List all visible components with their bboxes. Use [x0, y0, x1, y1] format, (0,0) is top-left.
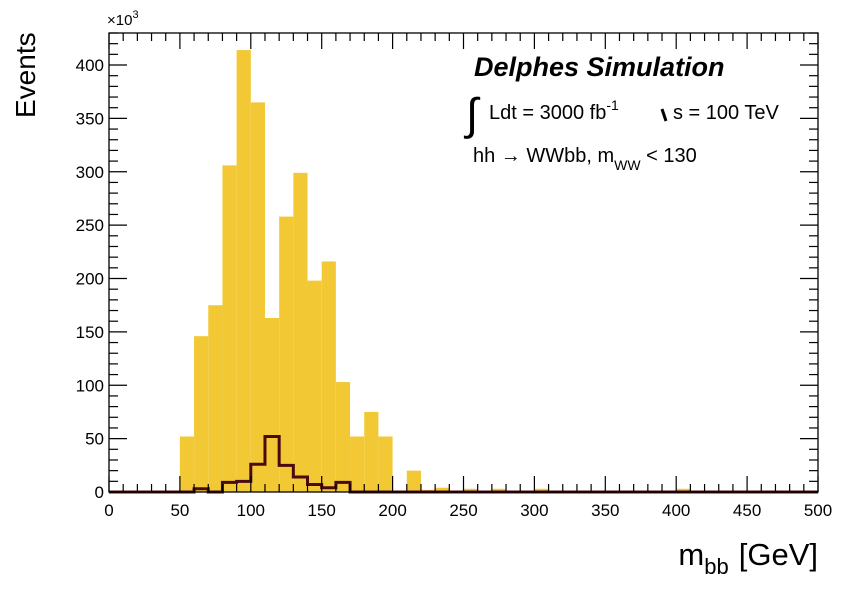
x-tick-label: 450: [733, 501, 761, 520]
histogram-bar: [208, 305, 223, 492]
histogram-bar: [491, 488, 507, 492]
y-tick-label: 300: [76, 163, 104, 182]
histogram-bar: [350, 436, 365, 492]
y-tick-label: 400: [76, 56, 104, 75]
y-multiplier-base: ×10: [107, 12, 132, 29]
histogram-bar: [435, 487, 450, 492]
x-tick-label: 100: [237, 501, 265, 520]
y-multiplier: ×103: [107, 9, 139, 29]
histogram-bar: [250, 102, 265, 492]
y-tick-label: 200: [76, 270, 104, 289]
x-tick-label: 0: [104, 501, 113, 520]
histogram-bar: [676, 488, 691, 492]
process-tail: < 130: [641, 145, 697, 167]
histogram-bar: [222, 165, 237, 492]
histogram-bar: [194, 336, 209, 492]
histogram-bar: [236, 50, 251, 492]
histogram-bar: [321, 261, 336, 492]
sqrt-sign: [660, 108, 668, 122]
process-text: hh → WWbb, m: [473, 145, 614, 167]
background-bars: [165, 50, 691, 492]
x-tick-label: 350: [591, 501, 619, 520]
integral-sign: ∫: [463, 90, 481, 139]
x-axis-title-sub: bb: [704, 554, 728, 579]
chart-title: Delphes Simulation: [474, 52, 725, 82]
x-tick-label: 50: [170, 501, 189, 520]
histogram-bar: [463, 488, 478, 492]
x-tick-label: 500: [804, 501, 832, 520]
y-multiplier-exp: 3: [132, 9, 138, 21]
y-axis-title: Events: [10, 32, 41, 118]
luminosity-sup: -1: [606, 97, 619, 113]
histogram-bar: [307, 280, 322, 492]
histogram-bar: [335, 382, 351, 492]
y-tick-label: 250: [76, 216, 104, 235]
x-tick-labels: 0 50 100 150 200 250 300 350 400 450 500: [104, 501, 832, 520]
x-tick-label: 400: [662, 501, 690, 520]
x-tick-label: 150: [308, 501, 336, 520]
histogram-bar: [293, 172, 308, 492]
x-axis-title-unit: [GeV]: [739, 537, 818, 572]
histogram-bar: [279, 216, 294, 492]
histogram-bar: [179, 436, 195, 492]
energy-label: s = 100 TeV: [673, 102, 779, 124]
y-tick-label: 50: [85, 430, 104, 449]
x-axis-title: mbb [GeV]: [678, 537, 818, 579]
histogram-bar: [364, 411, 379, 492]
y-tick-label: 350: [76, 109, 104, 128]
histogram-bar: [264, 318, 280, 492]
y-tick-labels: 0 50 100 150 200 250 300 350 400: [76, 56, 104, 502]
y-tick-label: 150: [76, 323, 104, 342]
process-label: hh → WWbb, mWW < 130: [473, 145, 697, 173]
y-tick-label: 0: [95, 483, 104, 502]
luminosity-label: Ldt = 3000 fb-1: [489, 97, 619, 124]
histogram-bar: [406, 470, 421, 492]
x-tick-label: 300: [520, 501, 548, 520]
axis-ticks: [108, 32, 819, 493]
process-sub: WW: [614, 157, 641, 173]
histogram-bar: [378, 436, 393, 492]
x-tick-label: 200: [378, 501, 406, 520]
x-tick-label: 250: [449, 501, 477, 520]
luminosity-text: Ldt = 3000 fb: [489, 102, 606, 124]
histogram-bar: [534, 488, 549, 492]
x-axis-title-main: m: [678, 537, 704, 572]
y-tick-label: 100: [76, 376, 104, 395]
